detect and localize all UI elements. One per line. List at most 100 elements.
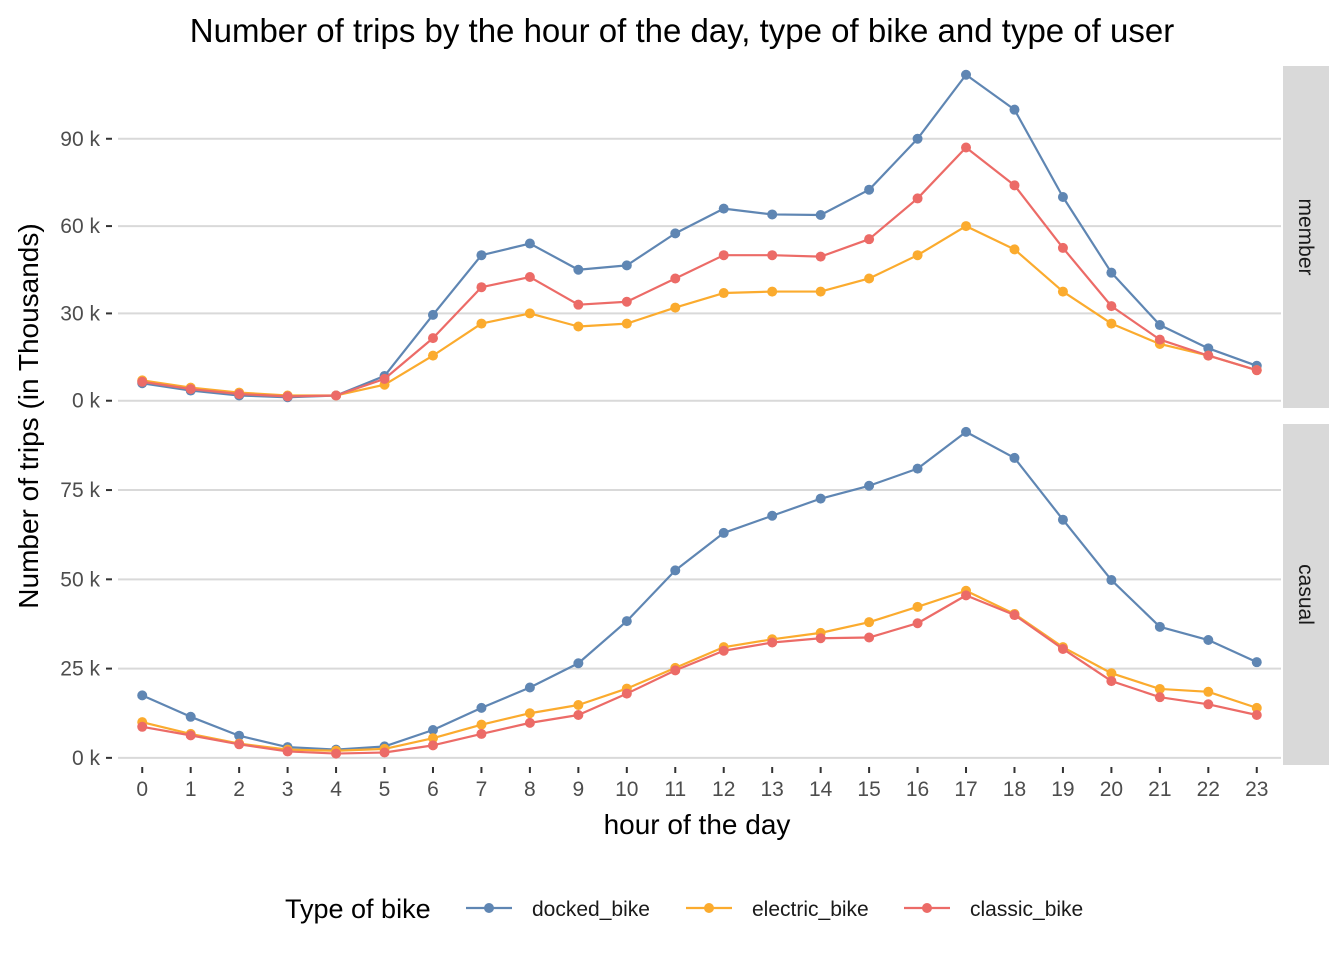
x-tick-label: 2 xyxy=(233,778,245,801)
x-tick-label: 6 xyxy=(427,778,439,801)
legend-key-point xyxy=(704,903,714,913)
data-point xyxy=(912,601,923,612)
data-point xyxy=(912,133,923,144)
x-tick-label: 14 xyxy=(809,778,833,801)
legend-item-electric_bike: electric_bike xyxy=(686,898,869,921)
data-point xyxy=(961,221,972,232)
series-classic_bike xyxy=(137,590,1262,759)
panel-casual: 0 k 25 k 50 k 75 k casual xyxy=(60,424,1329,770)
legend-title: Type of bike xyxy=(285,894,431,924)
data-point xyxy=(524,682,535,693)
data-point xyxy=(137,690,148,701)
data-point xyxy=(1106,301,1117,312)
y-axis-title: Number of trips (in Thousands) xyxy=(13,223,44,608)
data-point xyxy=(815,633,826,644)
legend-key-point xyxy=(484,903,494,913)
facet-strip-label: member xyxy=(1294,198,1317,275)
data-point xyxy=(1251,365,1262,376)
data-point xyxy=(476,719,487,730)
data-point xyxy=(815,493,826,504)
data-point xyxy=(912,250,923,261)
data-point xyxy=(767,209,778,220)
data-point xyxy=(379,747,390,758)
data-point xyxy=(1106,676,1117,687)
data-point xyxy=(912,618,923,629)
data-point xyxy=(234,730,245,741)
chart-panels: 0 k 30 k 60 k 90 k member 0 k 25 k 50 k 75 k casu… xyxy=(60,66,1329,770)
data-point xyxy=(524,717,535,728)
x-tick-label: 4 xyxy=(330,778,342,801)
data-point xyxy=(1009,180,1020,191)
x-tick-label: 8 xyxy=(524,778,536,801)
data-point xyxy=(1009,610,1020,621)
data-point xyxy=(767,286,778,297)
series-electric_bike xyxy=(137,221,1262,401)
data-point xyxy=(864,184,875,195)
data-point xyxy=(1106,668,1117,679)
series-line xyxy=(142,73,1258,399)
data-point xyxy=(670,302,681,313)
data-point xyxy=(137,721,148,732)
panel-member: 0 k 30 k 60 k 90 k member xyxy=(60,66,1329,413)
legend-key-point xyxy=(922,903,932,913)
data-point xyxy=(1251,710,1262,721)
x-tick-label: 23 xyxy=(1245,778,1268,801)
x-tick-label: 1 xyxy=(185,778,197,801)
data-point xyxy=(718,250,729,261)
data-point xyxy=(670,228,681,239)
data-point xyxy=(864,617,875,628)
data-point xyxy=(621,318,632,329)
data-point xyxy=(185,711,196,722)
series-line xyxy=(142,146,1258,398)
data-point xyxy=(234,739,245,750)
data-point xyxy=(1203,350,1214,361)
data-point xyxy=(185,384,196,395)
x-tick-label: 18 xyxy=(1003,778,1026,801)
data-point xyxy=(815,251,826,262)
x-axis: 0 1 2 3 4 5 6 7 8 9 10 11 12 13 14 15 16 17 18 19 20 21 22 23 xyxy=(136,767,1268,801)
data-point xyxy=(476,728,487,739)
legend-label: classic_bike xyxy=(970,898,1083,921)
legend-label: electric_bike xyxy=(752,898,869,921)
data-point xyxy=(1057,191,1068,202)
x-tick-label: 5 xyxy=(379,778,391,801)
data-point xyxy=(1106,575,1117,586)
data-point xyxy=(524,708,535,719)
y-tick-label: 75 k xyxy=(60,479,100,502)
x-tick-label: 16 xyxy=(906,778,929,801)
y-tick-label: 60 k xyxy=(60,215,100,238)
x-tick-label: 9 xyxy=(573,778,585,801)
x-tick-label: 20 xyxy=(1100,778,1123,801)
data-point xyxy=(1057,286,1068,297)
data-point xyxy=(476,282,487,293)
facet-strip xyxy=(1283,424,1329,765)
data-point xyxy=(282,746,293,757)
data-point xyxy=(864,480,875,491)
data-point xyxy=(1203,699,1214,710)
data-point xyxy=(1154,621,1165,632)
data-point xyxy=(1106,267,1117,278)
x-axis-title: hour of the day xyxy=(604,809,791,840)
legend-item-docked_bike: docked_bike xyxy=(466,898,650,921)
data-point xyxy=(524,238,535,249)
legend-items: docked_bike electric_bike classic_bike xyxy=(466,898,1083,921)
x-tick-label: 21 xyxy=(1148,778,1171,801)
data-point xyxy=(767,250,778,261)
data-point xyxy=(815,210,826,221)
data-point xyxy=(864,632,875,643)
x-tick-label: 7 xyxy=(476,778,488,801)
data-point xyxy=(961,426,972,437)
data-point xyxy=(670,565,681,576)
y-tick-label: 0 k xyxy=(72,390,101,413)
facet-strip xyxy=(1283,66,1329,408)
x-tick-label: 10 xyxy=(615,778,638,801)
data-point xyxy=(524,272,535,283)
data-point xyxy=(427,309,438,320)
data-point xyxy=(864,273,875,284)
data-point xyxy=(573,700,584,711)
data-point xyxy=(282,391,293,402)
x-tick-label: 22 xyxy=(1197,778,1220,801)
data-point xyxy=(912,463,923,474)
data-point xyxy=(718,645,729,656)
